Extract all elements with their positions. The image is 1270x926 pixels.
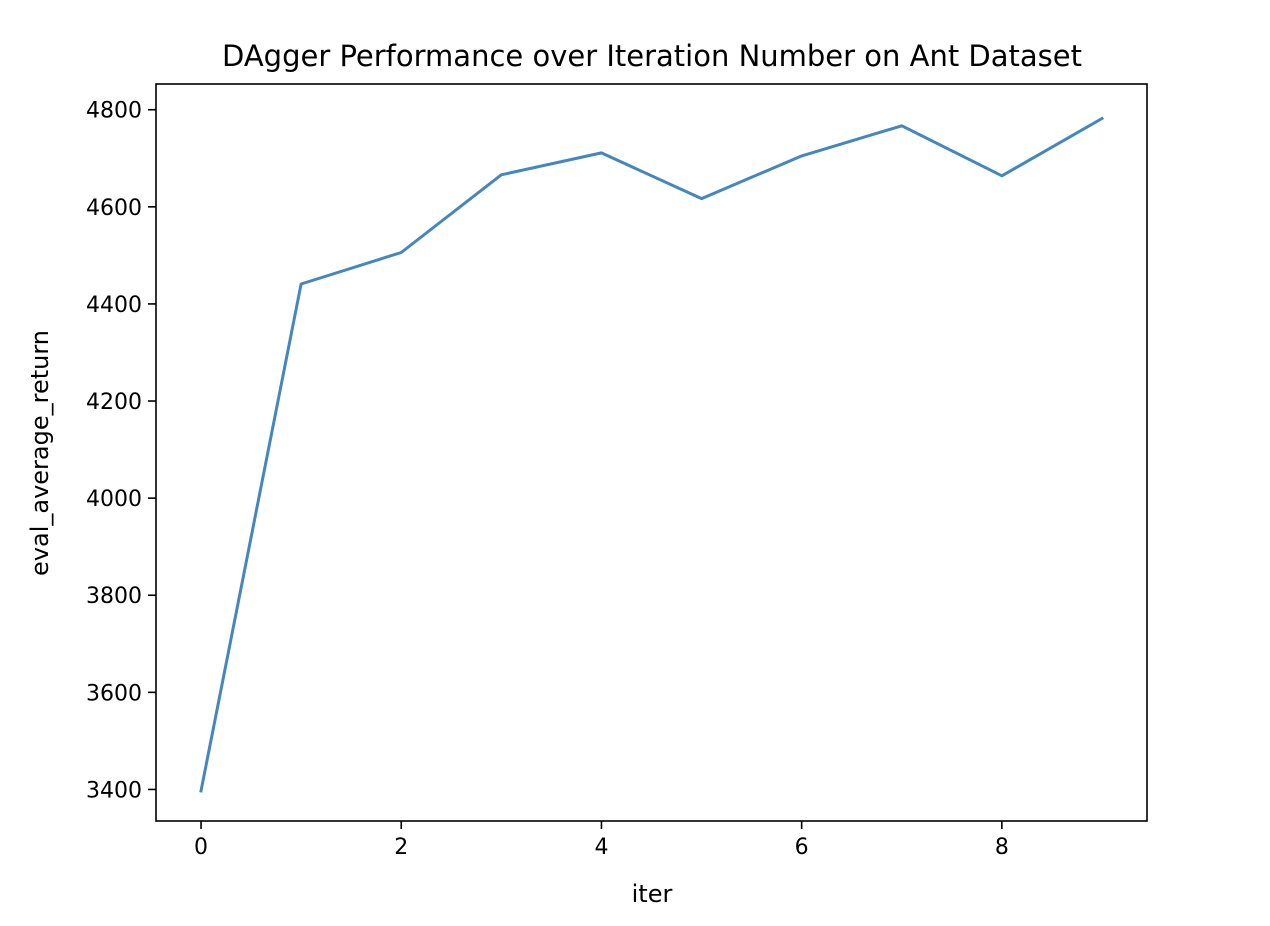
series-line <box>199 116 1105 793</box>
y-tick-label: 3800 <box>86 584 142 609</box>
y-axis: 3400 3600 3800 4000 4200 4400 4600 4800 <box>86 99 156 803</box>
y-tick-label: 3600 <box>86 681 142 706</box>
y-tick-label: 4400 <box>86 293 142 318</box>
x-tick-label: 4 <box>594 835 608 860</box>
x-tick-label: 2 <box>394 835 408 860</box>
y-tick-label: 4600 <box>86 196 142 221</box>
y-axis-label: eval_average_return <box>26 330 54 576</box>
y-tick-label: 4200 <box>86 390 142 415</box>
chart-title: DAgger Performance over Iteration Number… <box>222 39 1082 73</box>
x-tick-label: 8 <box>995 835 1009 860</box>
y-tick-label: 4800 <box>86 99 142 124</box>
x-axis: 0 2 4 6 8 <box>194 821 1009 860</box>
x-tick-label: 6 <box>795 835 809 860</box>
y-tick-label: 4000 <box>86 487 142 512</box>
x-tick-label: 0 <box>194 835 208 860</box>
plot-area <box>199 116 1105 793</box>
plot-frame <box>155 83 1148 822</box>
y-tick-label: 3400 <box>86 778 142 803</box>
x-axis-label: iter <box>632 880 673 908</box>
